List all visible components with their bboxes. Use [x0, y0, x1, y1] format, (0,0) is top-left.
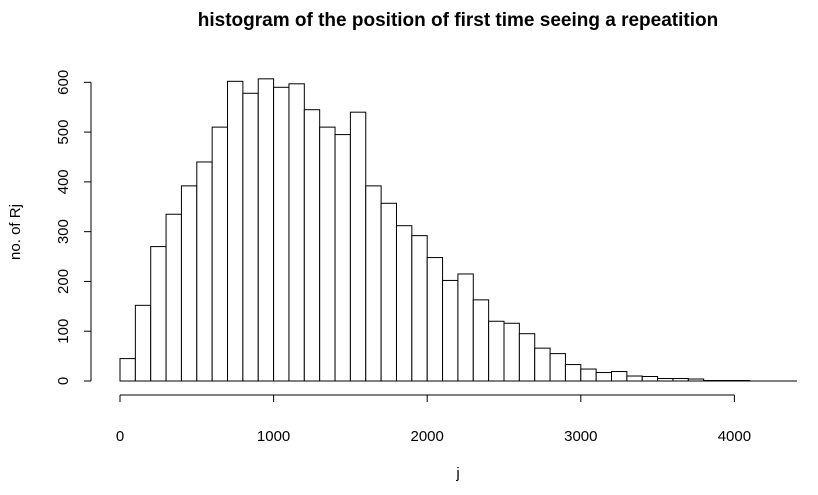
histogram-bar: [518, 333, 536, 382]
y-tick-label: 200: [55, 269, 72, 294]
histogram-bar: [611, 371, 628, 382]
histogram-bar: [626, 375, 643, 382]
y-tick-label: 300: [55, 219, 72, 244]
histogram-bar: [641, 376, 659, 382]
histogram-bar: [303, 109, 321, 382]
histogram-bar: [196, 161, 213, 382]
histogram-bar: [257, 78, 275, 382]
x-axis: 0 1000 2000 3000 4000: [116, 394, 751, 445]
histogram-bar: [411, 235, 428, 382]
histogram-bar: [580, 368, 597, 382]
histogram-bar: [273, 86, 290, 382]
histogram-bar: [119, 358, 136, 382]
y-tick-label: 100: [55, 319, 72, 344]
x-tick-label: 2000: [411, 428, 444, 445]
histogram-bar: [488, 320, 505, 382]
histogram-bar: [227, 80, 244, 382]
histogram-bar: [365, 185, 382, 382]
histogram-bar: [380, 202, 397, 382]
histogram-bar: [442, 279, 459, 382]
histogram-bar: [595, 372, 613, 382]
histogram-bar: [426, 257, 444, 382]
histogram-bar: [180, 185, 198, 382]
histogram-bar: [288, 83, 305, 382]
histogram-bar: [472, 299, 490, 382]
histogram-bar: [242, 92, 259, 382]
histogram-bar: [457, 273, 474, 382]
x-tick-label: 1000: [257, 428, 290, 445]
x-tick-label: 0: [116, 428, 124, 445]
histogram-bar: [349, 111, 367, 382]
y-tick-label: 500: [55, 120, 72, 145]
histogram-bar: [564, 364, 582, 382]
histogram-bar: [165, 213, 182, 382]
histogram-bar: [503, 322, 520, 382]
histogram-bar: [549, 353, 566, 382]
y-tick-label: 0: [55, 377, 72, 385]
histogram-bar: [150, 246, 167, 382]
y-axis: 0 100 200 300 400 500 600: [55, 70, 92, 385]
histogram-bar: [211, 126, 229, 382]
histogram-bar: [395, 225, 413, 382]
histogram-bar: [534, 347, 551, 382]
y-axis-label: no. of Rj: [7, 204, 24, 260]
x-axis-label: j: [455, 465, 459, 482]
x-tick-label: 3000: [564, 428, 597, 445]
chart-title: histogram of the position of first time …: [198, 10, 718, 31]
histogram-bars: [119, 78, 797, 382]
y-tick-label: 600: [55, 70, 72, 95]
histogram-bar: [334, 134, 351, 382]
y-tick-label: 400: [55, 169, 72, 194]
histogram-bar: [134, 304, 152, 382]
x-tick-label: 4000: [718, 428, 751, 445]
histogram-bar: [319, 126, 336, 382]
